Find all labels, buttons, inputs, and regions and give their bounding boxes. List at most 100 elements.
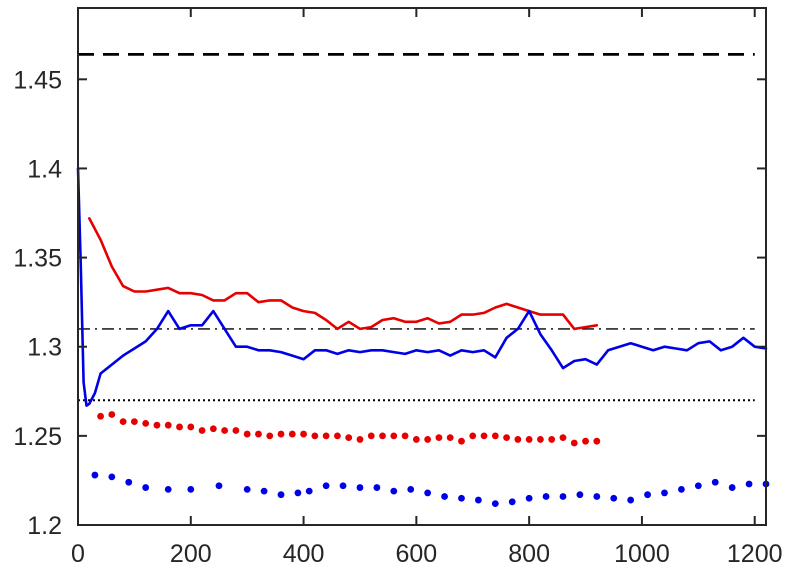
data-point — [119, 418, 127, 425]
axis-ticks — [77, 8, 766, 526]
data-point — [334, 432, 341, 440]
data-point — [198, 427, 206, 434]
data-point — [130, 418, 138, 425]
x-tick-label: 0 — [71, 540, 85, 568]
data-point — [164, 485, 172, 493]
y-tick-label: 1.2 — [27, 512, 62, 540]
data-point — [711, 478, 719, 486]
data-point — [209, 425, 217, 433]
data-point — [508, 498, 516, 506]
data-point — [322, 482, 330, 490]
y-tick-label: 1.45 — [13, 66, 62, 94]
data-point — [294, 489, 302, 497]
data-point — [610, 494, 618, 502]
data-point — [277, 430, 285, 438]
data-point — [661, 489, 668, 497]
data-point — [503, 434, 510, 442]
data-point — [125, 478, 133, 486]
data-point — [390, 487, 398, 495]
plot-frame — [77, 7, 767, 526]
reference-lines — [78, 52, 755, 402]
data-point — [91, 471, 99, 479]
data-point — [153, 421, 161, 429]
x-tick-label: 600 — [396, 540, 438, 568]
data-point — [458, 437, 465, 445]
data-point — [255, 430, 262, 438]
data-point — [367, 432, 375, 440]
x-tick-label: 1000 — [614, 540, 670, 568]
data-point — [570, 439, 578, 447]
data-point — [491, 500, 499, 508]
y-tick-label: 1.35 — [13, 245, 62, 273]
data-point — [480, 432, 488, 440]
data-point — [260, 487, 268, 495]
data-point — [97, 412, 104, 420]
data-point — [356, 484, 364, 491]
data-point — [243, 485, 251, 493]
data-point — [435, 434, 443, 442]
data-point — [108, 473, 116, 481]
data-point — [644, 491, 651, 499]
data-point — [593, 437, 601, 445]
data-point — [243, 430, 251, 438]
series-markers-2 — [97, 411, 601, 447]
data-point — [548, 436, 556, 443]
data-point — [469, 432, 477, 440]
data-point — [694, 482, 702, 490]
data-point — [441, 493, 448, 500]
data-point — [379, 432, 386, 440]
data-point — [176, 423, 183, 431]
x-tick-label: 800 — [508, 540, 550, 568]
data-point — [311, 432, 319, 440]
data-point — [627, 496, 635, 504]
data-point — [728, 484, 736, 491]
data-point — [559, 434, 567, 442]
data-point — [593, 493, 601, 500]
data-point — [424, 489, 432, 497]
data-point — [187, 485, 195, 493]
y-tick-label: 1.4 — [27, 155, 62, 183]
data-point — [322, 432, 330, 440]
data-point — [514, 436, 522, 443]
data-point — [215, 482, 223, 490]
x-tick-label: 400 — [283, 540, 325, 568]
data-point — [266, 432, 274, 440]
data-point — [576, 491, 584, 499]
y-tick-label: 1.3 — [27, 334, 62, 362]
data-point — [424, 436, 432, 443]
tick-labels: 0 200 400 600 800 1000 1200 1.2 1.25 1.3 1.35 1.4 1.… — [13, 66, 782, 568]
data-point — [373, 484, 381, 491]
data-point — [339, 482, 347, 490]
data-point — [108, 411, 116, 418]
series-line-1 — [76, 167, 768, 407]
data-point — [142, 484, 150, 491]
data-point — [164, 421, 172, 429]
data-point — [491, 432, 499, 440]
data-point — [542, 493, 550, 500]
data-point — [300, 430, 307, 438]
data-point — [277, 491, 285, 499]
data-point — [537, 436, 544, 443]
data-point — [582, 437, 589, 445]
x-tick-label: 200 — [170, 540, 212, 568]
series-layer — [76, 167, 770, 508]
y-tick-label: 1.25 — [13, 423, 62, 451]
series-line-0 — [88, 217, 599, 331]
data-point — [525, 436, 533, 443]
data-point — [678, 485, 685, 493]
data-point — [288, 430, 296, 438]
data-point — [745, 480, 753, 488]
data-point — [525, 494, 533, 502]
data-point — [345, 434, 353, 442]
data-point — [407, 485, 415, 493]
data-point — [412, 436, 420, 443]
data-point — [305, 487, 313, 495]
data-point — [390, 432, 398, 440]
x-tick-label: 1200 — [727, 540, 783, 568]
data-point — [474, 496, 482, 504]
data-point — [446, 434, 454, 442]
data-point — [221, 427, 229, 434]
data-point — [187, 423, 195, 431]
plot-background — [78, 8, 766, 525]
